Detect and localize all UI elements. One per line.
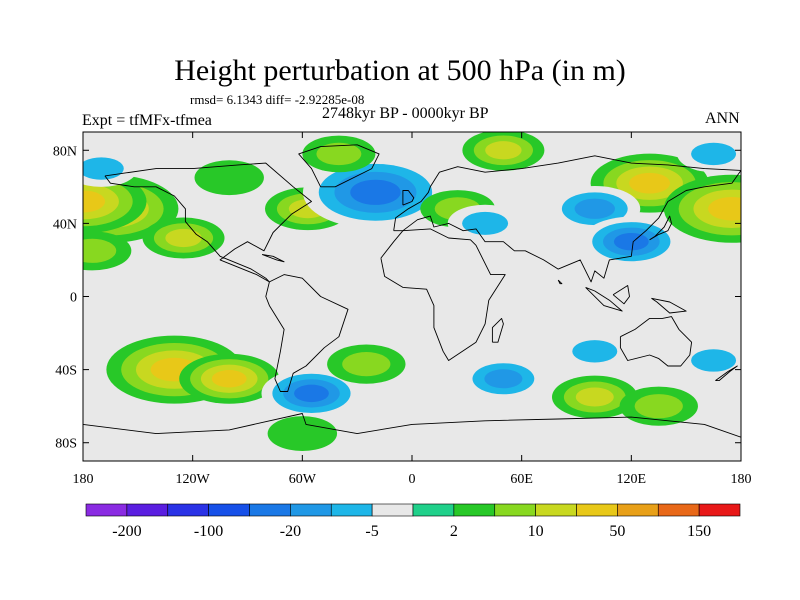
season-label: ANN (705, 110, 740, 127)
x-tick-label: 60E (510, 472, 533, 487)
colorbar-swatch (494, 503, 536, 517)
coastline (104, 162, 312, 283)
colorbar-swatch (453, 503, 496, 517)
coastline (261, 254, 285, 263)
colorbar-label: -20 (280, 523, 301, 540)
coastline (651, 297, 687, 314)
x-tick-label: 180 (731, 472, 752, 487)
perturbation-fields (83, 132, 741, 451)
coastline (265, 274, 349, 392)
x-tick-label: 120E (617, 472, 647, 487)
colorbar-swatch (249, 503, 291, 517)
colorbar-swatch (371, 503, 414, 517)
field-contour (462, 211, 509, 235)
experiment-label: Expt = tfMFx-tfmea (82, 112, 212, 129)
colorbar-label: -200 (112, 523, 141, 540)
stats-line: rmsd= 6.1343 diff= -2.92285e-08 (190, 92, 365, 107)
colorbar-label: 2 (450, 523, 458, 540)
field-contour (572, 340, 618, 363)
period-line: 2748kyr BP - 0000kyr BP (322, 105, 489, 122)
colorbar-swatch (535, 503, 577, 517)
colorbar-label: -5 (365, 523, 378, 540)
field-contour (629, 172, 671, 194)
coastline (557, 279, 563, 285)
coastline (619, 316, 693, 367)
x-tick-label: 60W (289, 472, 317, 487)
field-contour (316, 142, 362, 166)
y-tick-label: 80N (53, 144, 77, 159)
colorbar-swatch (657, 503, 700, 517)
field-contour (211, 370, 247, 388)
colorbar-label: 50 (609, 523, 625, 540)
coastline (649, 215, 672, 241)
field-contour (634, 394, 683, 419)
x-tick-label: 180 (73, 472, 94, 487)
colorbar-swatch (167, 503, 209, 517)
colorbar-label: 10 (528, 523, 544, 540)
colorbar-swatch (208, 503, 250, 517)
field-contour (691, 349, 737, 372)
field-contour (575, 387, 614, 407)
y-axis: 80N 40N 0 40S 80S (53, 144, 741, 452)
colorbar-swatch (576, 503, 618, 517)
field-contour (83, 157, 124, 180)
field-contour (83, 238, 117, 263)
field-contour (485, 141, 522, 160)
colorbar-label: 150 (687, 523, 711, 540)
field-contour (294, 384, 329, 403)
y-tick-label: 80S (55, 437, 77, 452)
colorbar-label: -100 (194, 523, 223, 540)
chart-title: Height perturbation at 500 hPa (in m) (174, 54, 626, 87)
field-contour (613, 232, 649, 251)
x-axis: 180 120W 60W 0 60E 120E 180 (73, 132, 752, 487)
coastline (83, 413, 741, 438)
field-contour (708, 196, 741, 221)
coastline (585, 286, 623, 312)
field-contour (83, 190, 106, 213)
field-contour (342, 352, 391, 377)
field-contour (165, 228, 202, 248)
coastline (402, 190, 415, 206)
field-contour (691, 142, 737, 166)
y-tick-label: 40S (55, 364, 77, 379)
coastline (298, 144, 380, 188)
y-tick-label: 0 (70, 291, 77, 306)
colorbar-swatch (126, 503, 169, 517)
coastline (393, 155, 741, 283)
colorbar-swatch (290, 503, 332, 517)
field-contour (350, 179, 401, 205)
x-tick-label: 120W (176, 472, 211, 487)
field-contour (194, 160, 264, 196)
coastline (380, 228, 506, 361)
coastline (491, 317, 504, 343)
coastlines (83, 144, 741, 438)
colorbar-swatch (85, 503, 128, 517)
y-tick-label: 40N (53, 217, 77, 232)
colorbar: -200 -100 -20 -5 2 10 50 150 (85, 503, 741, 540)
colorbar-swatch (698, 503, 741, 517)
colorbar-swatch (330, 503, 373, 517)
coastline (715, 365, 738, 382)
x-tick-label: 0 (409, 472, 416, 487)
colorbar-swatch (412, 503, 455, 517)
field-contour (574, 198, 615, 219)
field-contour (484, 369, 523, 389)
field-contour (267, 416, 338, 451)
coastline (612, 285, 630, 305)
colorbar-swatch (617, 503, 659, 517)
